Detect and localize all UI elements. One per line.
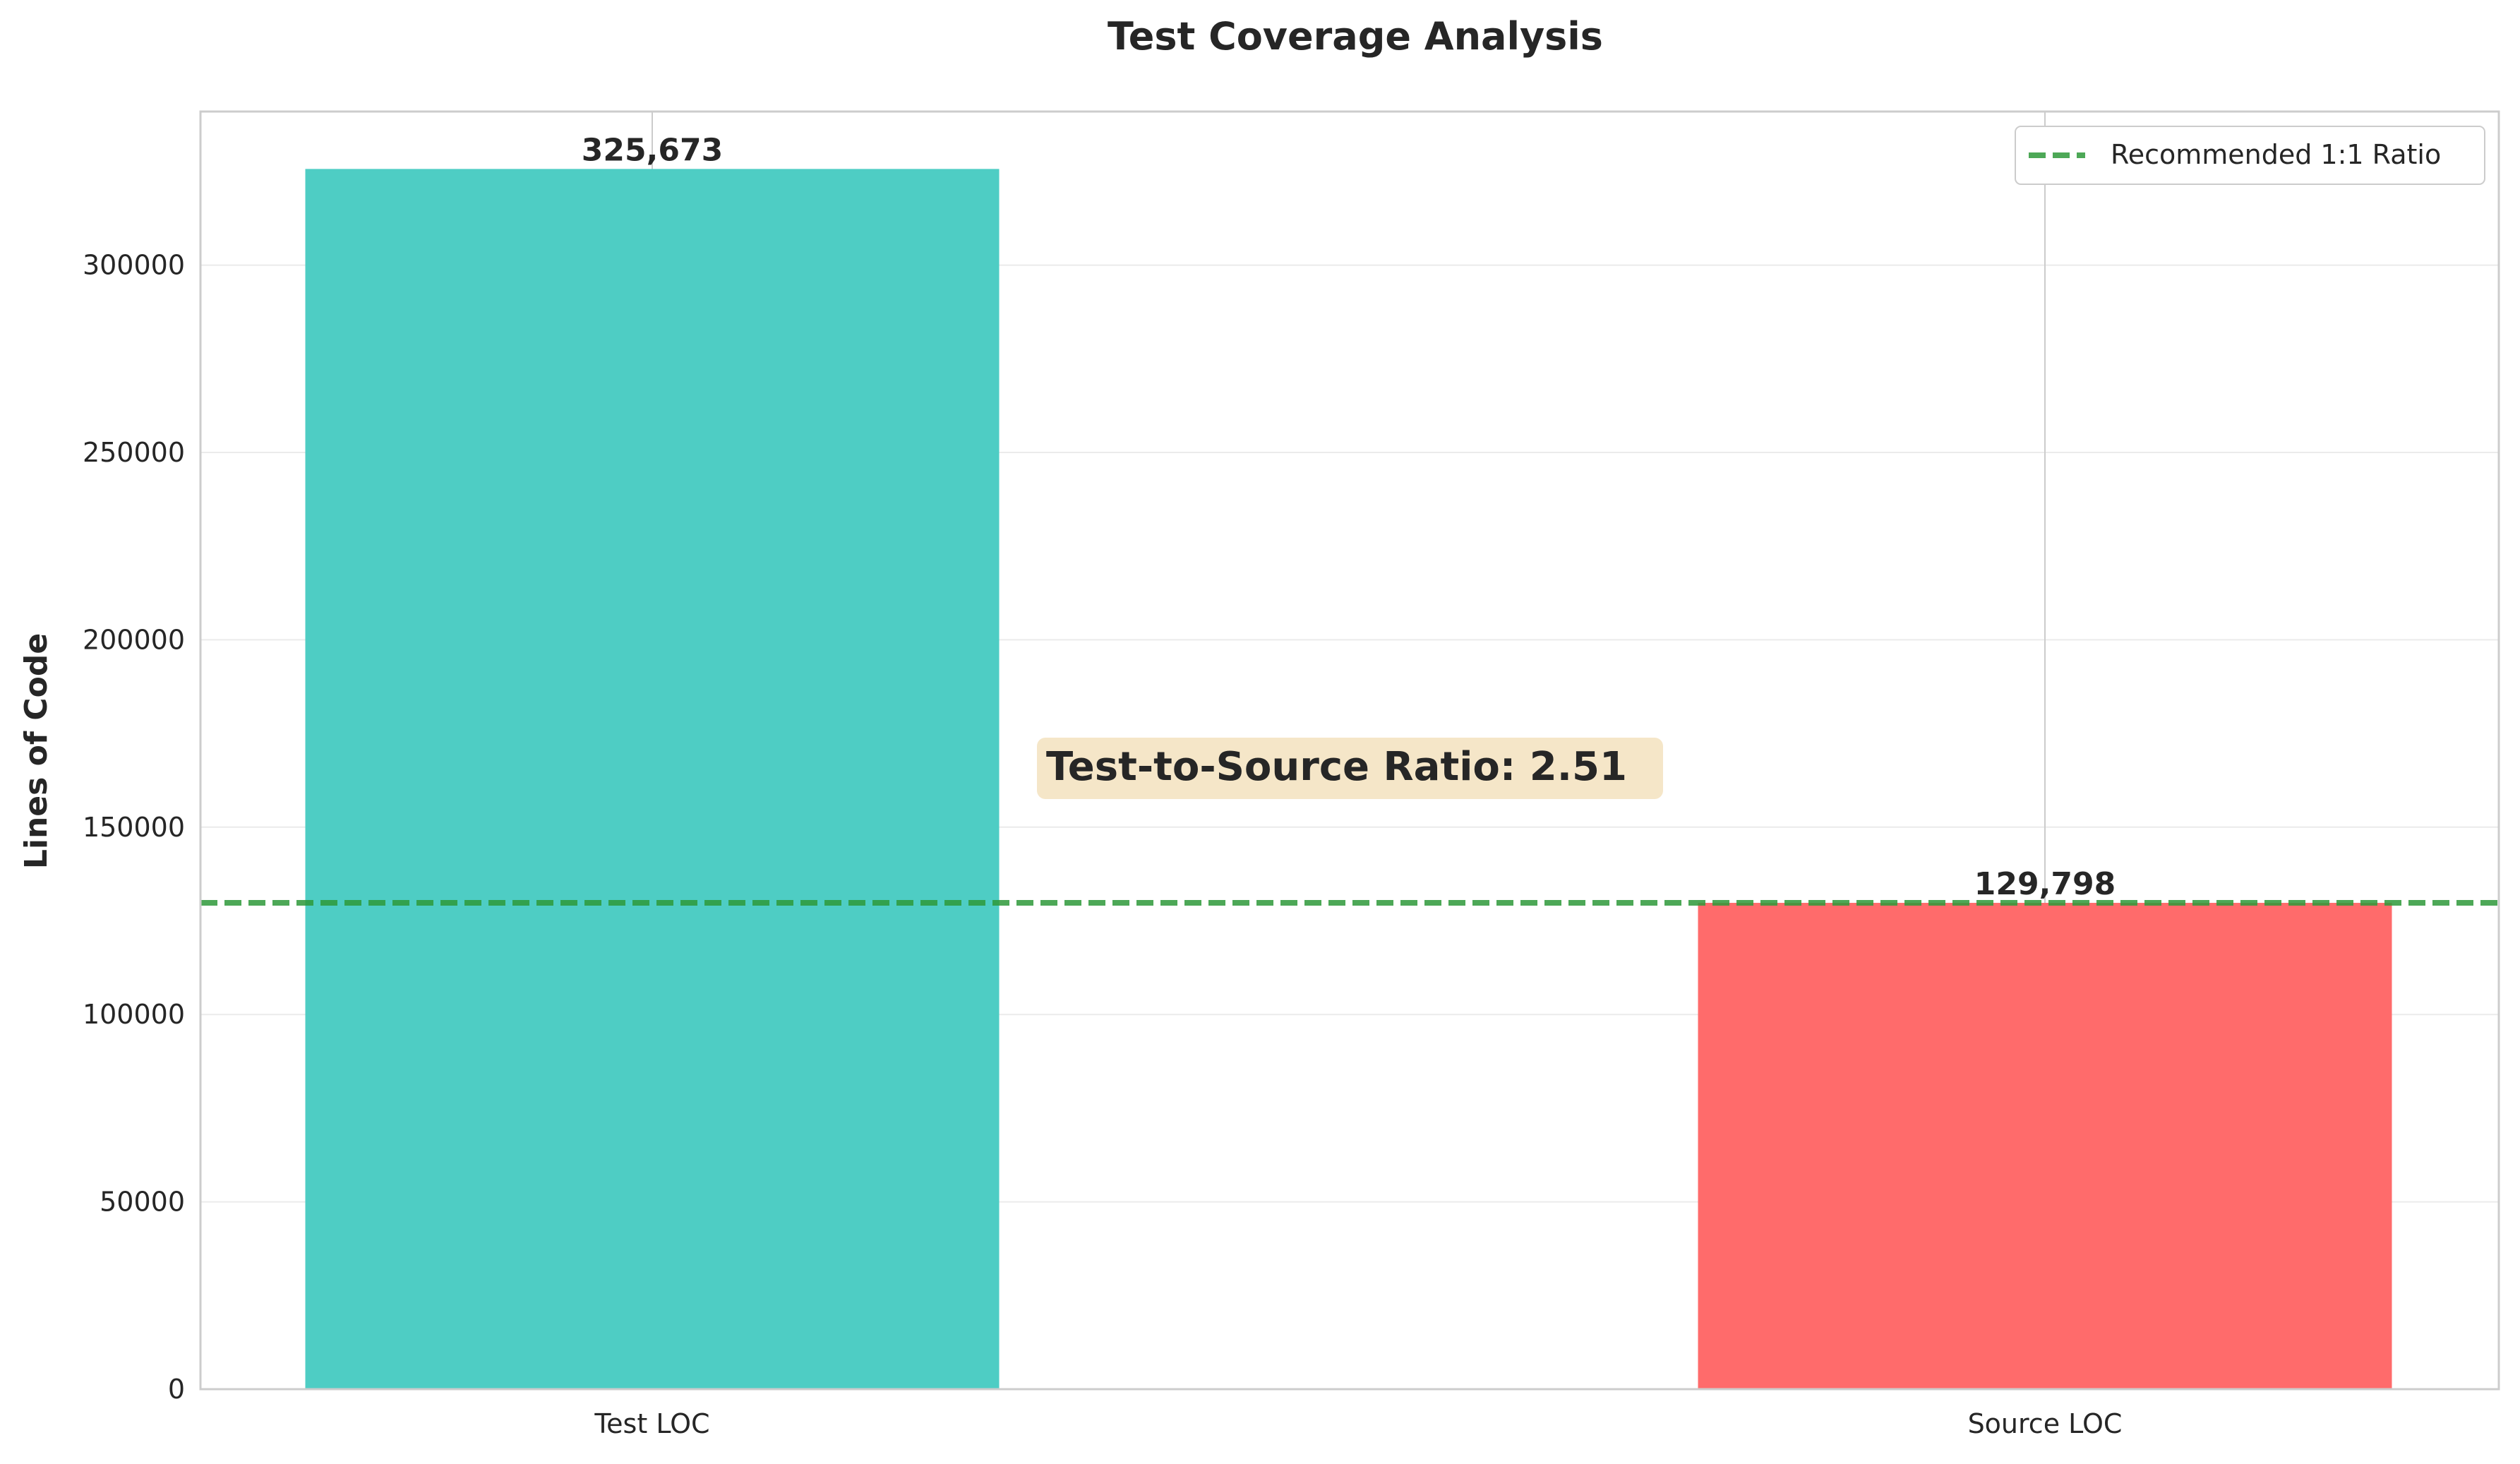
bars [305,169,2392,1389]
chart-title: Test Coverage Analysis [1108,14,1603,59]
y-tick-label: 250000 [83,437,185,468]
x-tick-label: Source LOC [1968,1408,2123,1439]
ratio-annotation: Test-to-Source Ratio: 2.51 [1037,738,1663,799]
bar-value-label: 129,798 [1974,866,2116,902]
legend-box [2015,126,2485,185]
annotation-background [1037,738,1663,799]
x-tick-label: Test LOC [594,1408,709,1439]
legend: Recommended 1:1 Ratio [2015,126,2485,185]
legend-label: Recommended 1:1 Ratio [2111,139,2441,170]
y-axis-label: Lines of Code [18,633,54,869]
axes: 0 50000 100000 150000 200000 250000 300000 Test… [83,110,2500,1439]
y-tick-label: 300000 [83,250,185,281]
y-tick-label: 50000 [100,1187,185,1218]
data-labels: 325,673 129,798 [582,132,2116,902]
y-tick-label: 0 [168,1374,185,1405]
y-tick-label: 150000 [83,812,185,843]
bar-source-loc [1698,903,2392,1389]
y-tick-label: 200000 [83,624,185,655]
y-tick-label: 100000 [83,999,185,1030]
bar-value-label: 325,673 [582,132,723,168]
bar-test-loc [305,169,1000,1389]
annotation-text: Test-to-Source Ratio: 2.51 [1046,744,1627,790]
plot-frame [199,110,2500,1391]
